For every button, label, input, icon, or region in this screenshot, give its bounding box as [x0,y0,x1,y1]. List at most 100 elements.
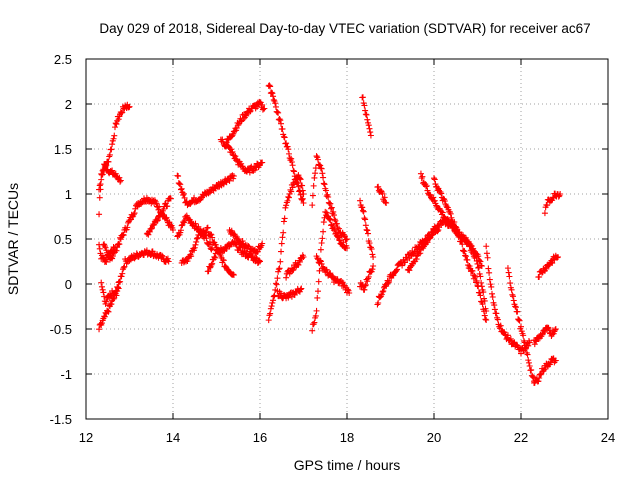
y-tick-label: 1.5 [54,142,72,157]
data-point [103,258,110,265]
data-point [529,373,536,380]
data-point [110,243,117,250]
data-point [431,175,437,182]
data-point [554,254,561,260]
data-point [369,251,376,258]
data-point [464,238,471,245]
data-point [148,225,155,232]
data-point [275,266,282,273]
data-point [181,194,188,201]
axes: 12 14 16 18 20 22 24 -1.5 -1 -0.5 0 0.5 1 1.5 2 2.5 [50,52,616,445]
data-point [163,214,170,221]
y-tick-label: 2 [65,97,72,112]
data-point [209,234,216,241]
data-point [208,261,215,268]
data-point [113,121,120,128]
data-point [361,286,368,293]
data-point [320,228,327,235]
data-point [115,285,122,292]
data-point [525,359,532,366]
data-point [312,165,319,172]
data-point [399,262,406,269]
data-point [336,237,343,244]
data-point [526,362,533,369]
data-point [164,203,171,210]
data-point [285,193,292,200]
data-point [115,116,122,123]
data-point [102,163,109,170]
data-point [272,280,279,287]
data-point [288,158,295,165]
data-point [109,167,116,174]
data-point [341,231,348,238]
x-tick-label: 12 [79,430,93,445]
data-point [101,313,108,320]
data-point [96,241,103,248]
data-point [486,269,493,276]
data-point [379,288,386,295]
data-point [330,212,337,219]
data-point [312,170,319,177]
data-point [116,241,123,248]
data-point [393,267,400,274]
data-point [327,216,334,223]
data-points [96,82,564,386]
data-point [322,187,329,194]
data-point [277,258,284,265]
data-point [488,283,495,290]
y-tick-label: -1 [60,367,72,382]
data-point [96,211,103,218]
data-point [188,253,195,260]
data-point [259,159,266,166]
data-point [291,168,298,175]
data-point [524,351,531,358]
data-point [208,246,215,253]
data-point [280,133,287,140]
data-point [439,209,446,216]
data-point [120,264,127,271]
data-point [276,116,283,123]
data-point [280,218,287,225]
data-point [297,191,304,198]
data-point [318,165,325,172]
data-point [296,175,303,182]
data-point [514,308,521,315]
data-point [101,293,108,300]
data-point [426,235,433,242]
data-point [428,232,435,239]
data-point [289,162,296,169]
data-point [454,227,461,234]
data-point [344,245,350,251]
data-point [368,245,375,252]
data-point [299,182,306,189]
data-point [363,226,370,233]
data-point [229,148,236,155]
data-point [364,278,371,285]
data-point [319,170,326,177]
data-point [98,176,105,183]
data-point [279,234,286,241]
data-point [478,279,485,286]
data-point [472,274,479,281]
data-point [366,240,373,247]
data-point [283,140,290,147]
data-point [180,219,187,226]
data-point [394,266,401,273]
y-tick-label: 0 [65,277,72,292]
data-point [382,199,389,206]
data-point [177,181,184,188]
data-point [479,301,486,308]
data-point [110,135,117,142]
data-point [212,254,219,261]
data-point [367,269,374,276]
data-point [315,156,321,163]
data-point [109,253,116,260]
data-point [362,222,369,229]
data-point [537,371,544,378]
data-point [212,241,219,248]
data-point [314,255,321,262]
data-point [375,300,382,307]
data-point [121,263,128,270]
data-point [543,265,550,272]
data-point [275,109,282,116]
